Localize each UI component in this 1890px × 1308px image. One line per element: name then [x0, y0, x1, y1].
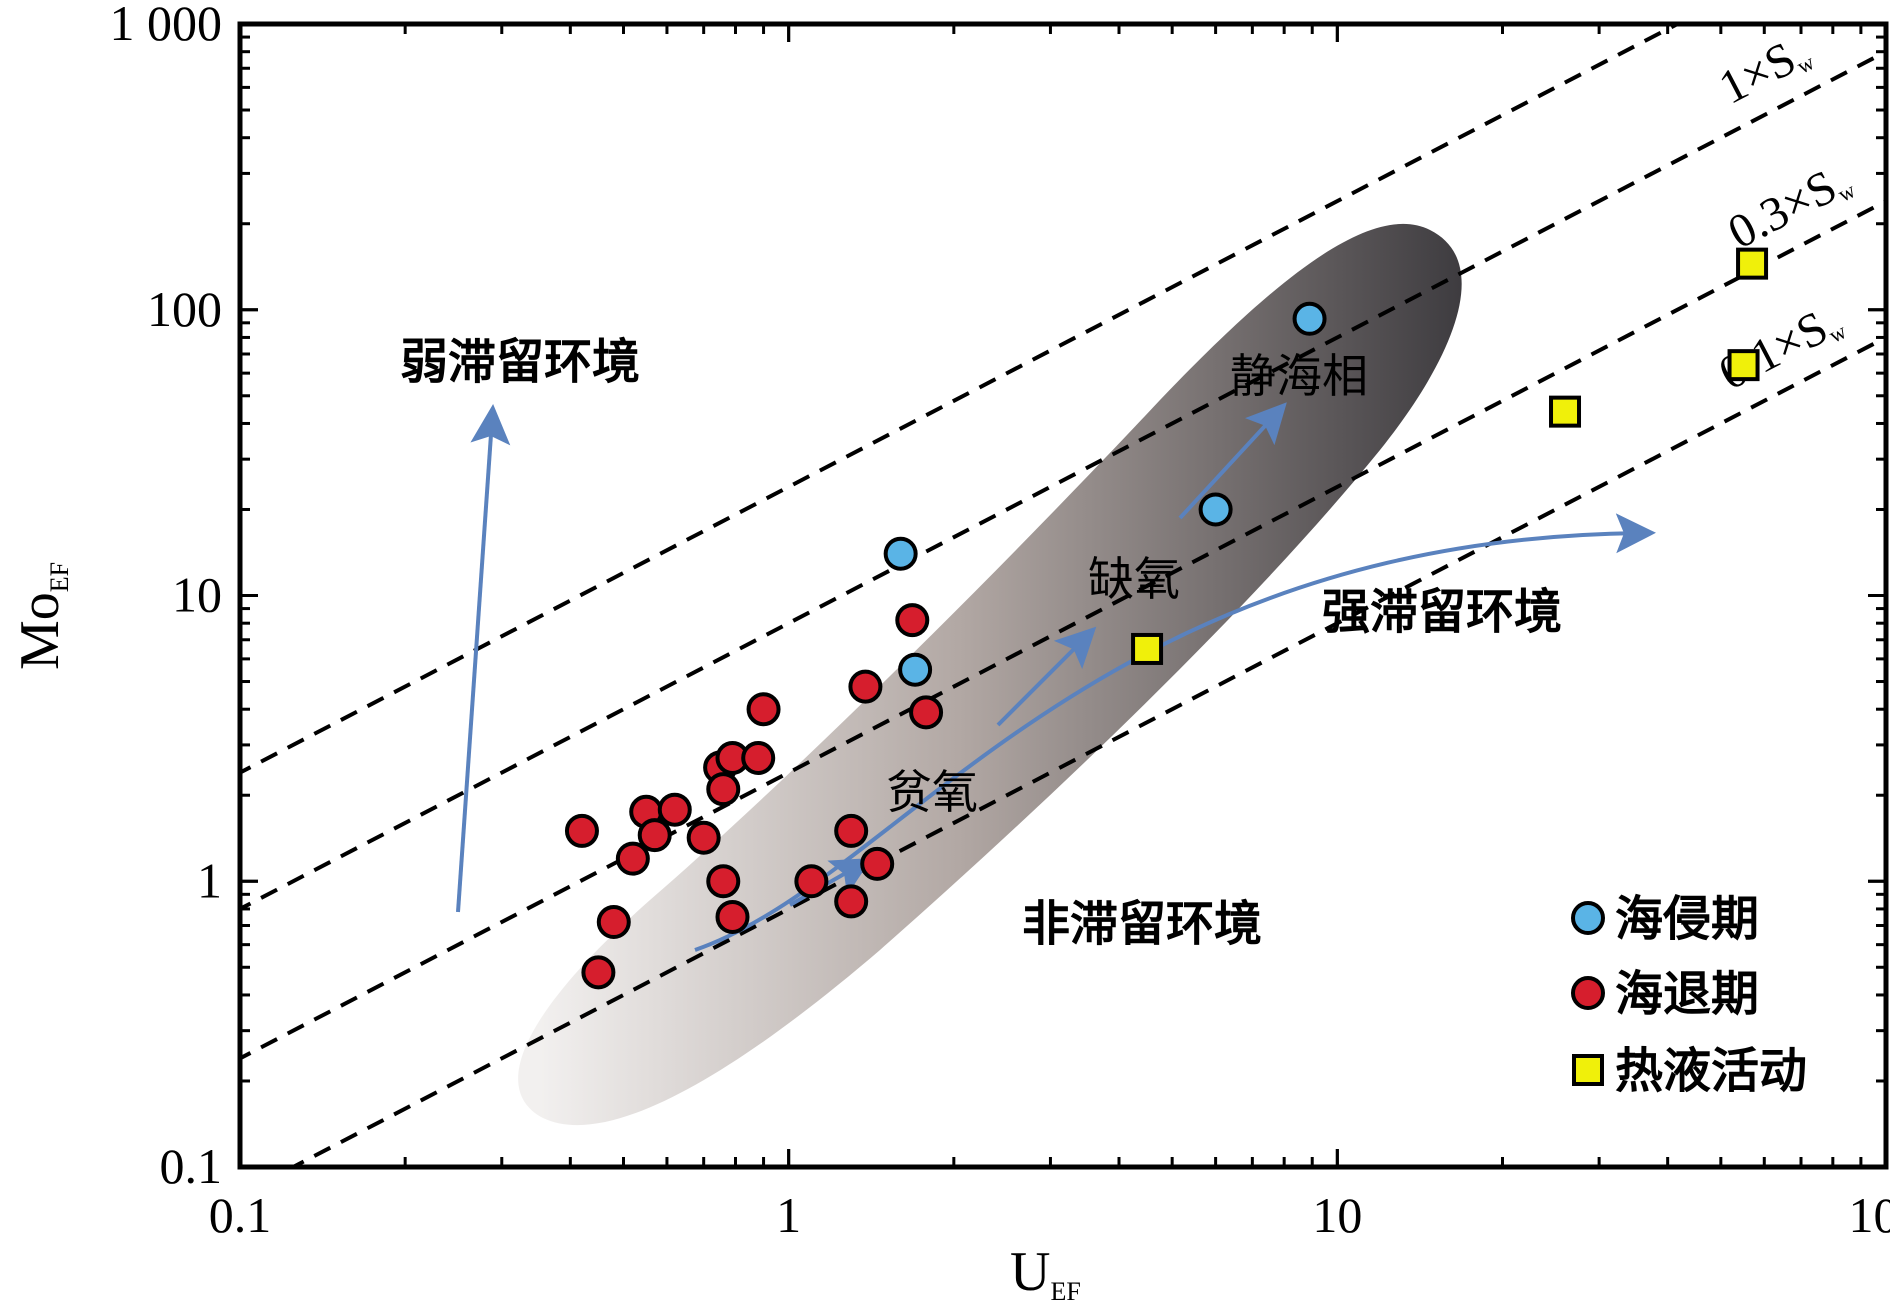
data-point-circle [706, 864, 741, 899]
data-point-square [1131, 632, 1164, 665]
reference-line-label: 1×Sw [1711, 24, 1819, 114]
legend: 海侵期 海退期 热液活动 [1571, 891, 1807, 1099]
legend-label-transgression: 海侵期 [1615, 891, 1759, 947]
y-axis-ticks [240, 22, 1886, 1169]
legend-item-hydrothermal: 热液活动 [1572, 1043, 1807, 1099]
data-point-circle [1198, 492, 1233, 527]
strong-retention-arrow [694, 513, 1656, 952]
data-point-circle [883, 536, 918, 571]
suboxic-label: 贫氧 [886, 765, 978, 819]
data-point-circle [1292, 301, 1327, 336]
reference-line [240, 49, 1886, 912]
y-axis-tick-labels: 0.1 1 10 100 1 000 [110, 0, 223, 1194]
y-tick-label: 10 [172, 567, 222, 623]
y-tick-label: 1 000 [110, 0, 223, 51]
data-point-circle [848, 669, 883, 704]
data-point-circle [637, 818, 672, 853]
suboxic-to-anoxic-arrow [996, 626, 1097, 727]
weak-retention-label: 弱滞留环境 [400, 334, 640, 390]
strong-retention-label: 强滞留环境 [1322, 584, 1562, 640]
data-point-circle [794, 864, 829, 899]
legend-label-regression: 海退期 [1615, 966, 1759, 1022]
x-tick-label: 100 [1849, 1187, 1890, 1243]
legend-item-transgression: 海侵期 [1571, 891, 1759, 947]
x-tick-label: 10 [1312, 1187, 1362, 1243]
data-point-square [1736, 247, 1769, 280]
data-points [564, 247, 1769, 990]
data-point-circle [860, 846, 895, 881]
y-tick-label: 1 [197, 852, 222, 908]
x-axis-title: UEF [1010, 1241, 1081, 1306]
legend-marker-regression [1571, 976, 1605, 1010]
legend-item-regression: 海退期 [1571, 966, 1759, 1022]
trend-ellipse [518, 223, 1462, 1126]
non-retention-label: 非滞留环境 [1022, 896, 1262, 952]
data-point-circle [706, 772, 741, 807]
anoxic-label: 缺氧 [1088, 552, 1180, 606]
data-point-square [1727, 349, 1760, 382]
x-tick-label: 1 [776, 1187, 801, 1243]
data-point-square [1549, 395, 1582, 428]
reference-line [240, 24, 1682, 775]
euxinic-label: 静海相 [1230, 349, 1368, 403]
y-tick-label: 0.1 [160, 1138, 223, 1194]
y-axis-title: MoEF [9, 562, 74, 670]
data-point-circle [564, 813, 599, 848]
redox-trend-band [518, 223, 1462, 1126]
data-point-circle [746, 692, 781, 727]
data-point-circle [834, 884, 869, 919]
data-point-circle [686, 820, 721, 855]
reference-line-label: 0.1×Sw [1711, 293, 1851, 400]
reference-line-label: 0.3×Sw [1720, 152, 1860, 259]
anoxic-to-euxinic-arrow [1178, 402, 1287, 520]
data-point-circle [898, 652, 933, 687]
data-point-circle [615, 841, 650, 876]
reference-line-labels: 3×Sw1×Sw0.3×Sw0.1×Sw [1711, 24, 1860, 401]
legend-label-hydrothermal: 热液活动 [1615, 1043, 1807, 1099]
x-tick-label: 0.1 [209, 1187, 272, 1243]
legend-marker-hydrothermal [1572, 1054, 1604, 1086]
legend-marker-transgression [1571, 901, 1605, 935]
data-point-circle [715, 899, 750, 934]
data-point-circle [657, 792, 692, 827]
data-point-circle [834, 813, 869, 848]
data-point-circle [581, 955, 616, 990]
trend-arrows [456, 402, 1656, 952]
data-point-circle [741, 740, 776, 775]
weak-retention-arrow [456, 404, 511, 913]
data-point-circle [909, 695, 944, 730]
y-tick-label: 100 [147, 281, 222, 337]
x-axis-ticks [238, 24, 1888, 1167]
data-point-circle [895, 603, 930, 638]
x-axis-tick-labels: 0.1 1 10 100 [209, 1187, 1890, 1243]
data-point-circle [596, 905, 631, 940]
reference-line [288, 335, 1886, 1167]
